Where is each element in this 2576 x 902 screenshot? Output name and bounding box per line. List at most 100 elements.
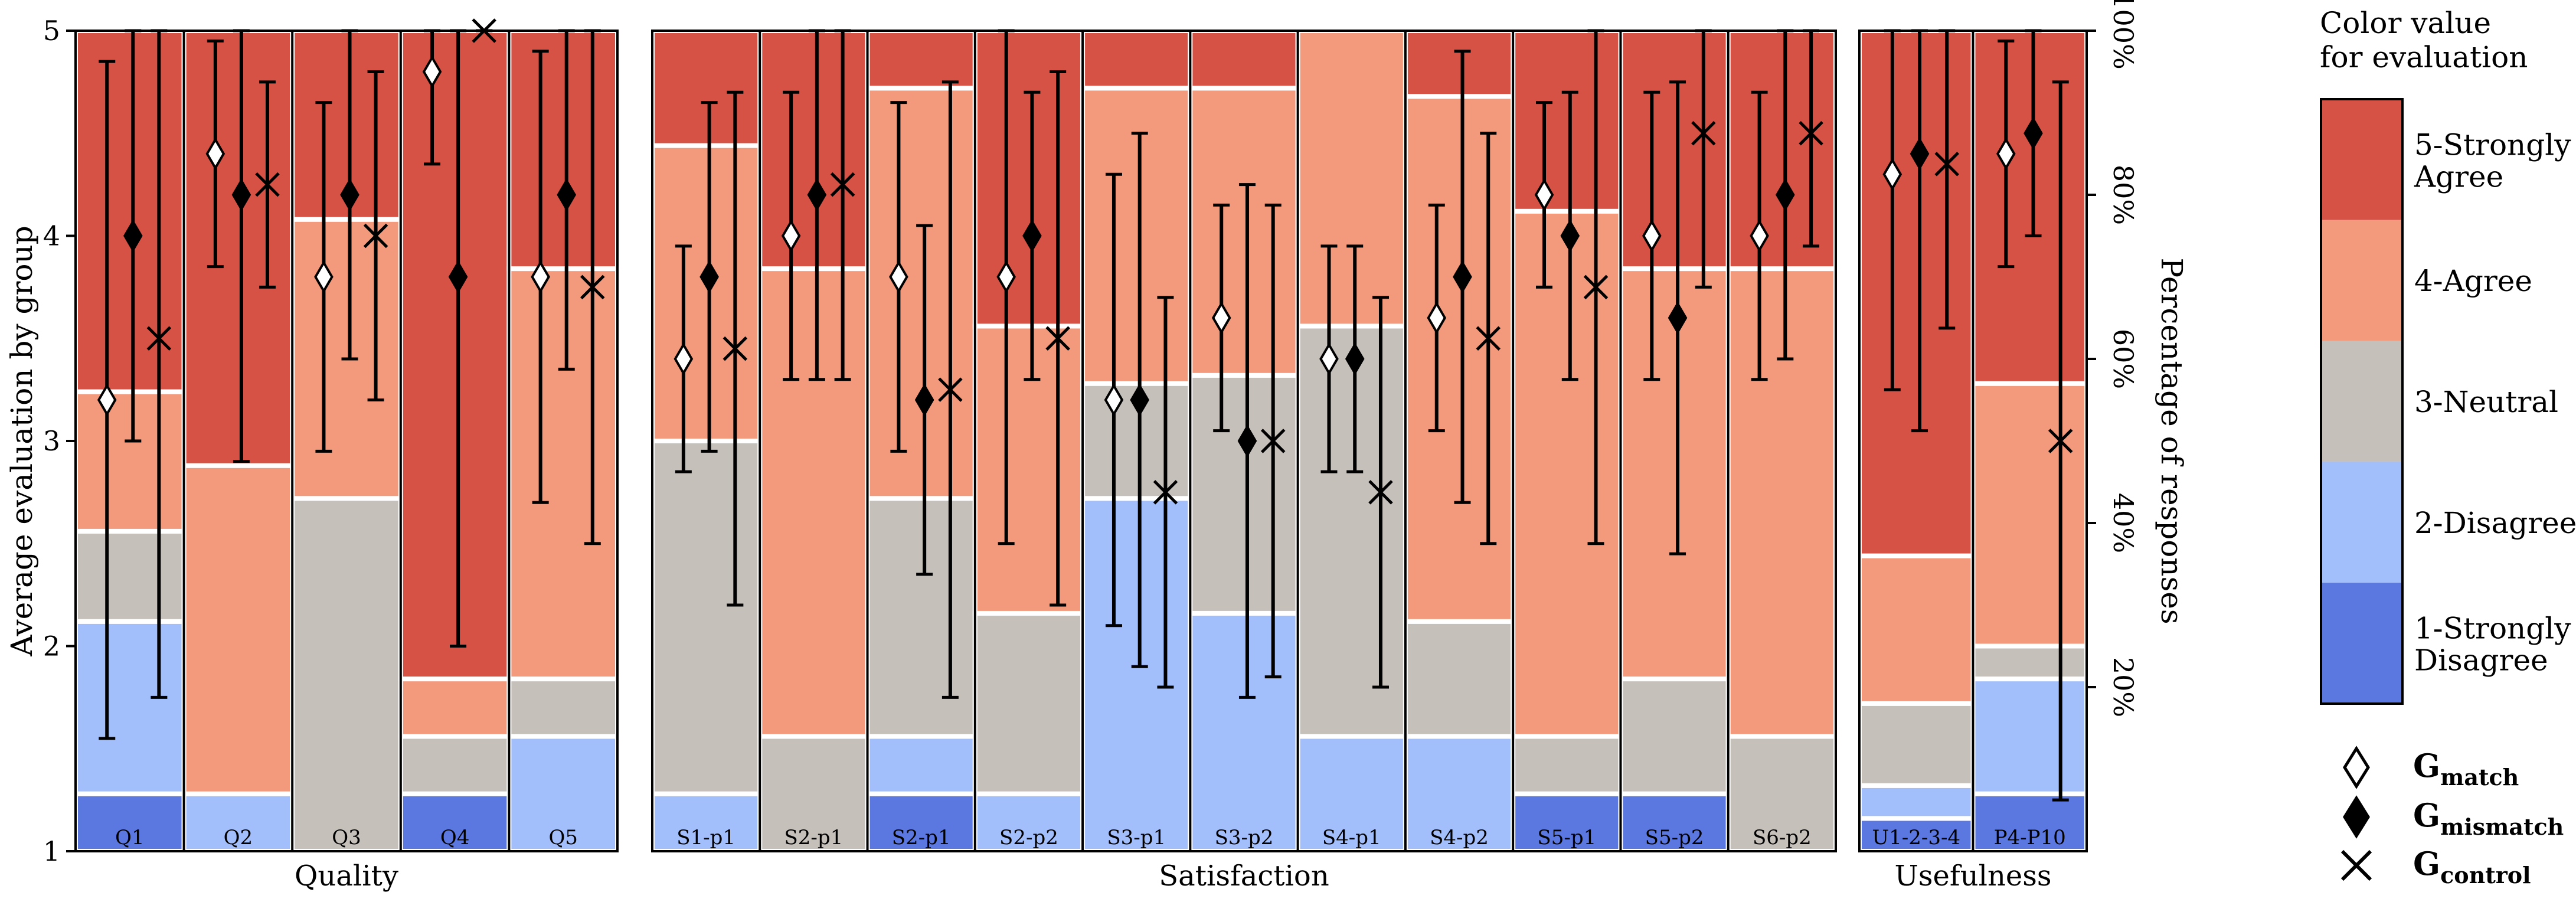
legend-label: Gmatch <box>2413 747 2519 790</box>
errorbar-mismatch <box>340 29 359 361</box>
colorbar-label: 3-Neutral <box>2414 385 2558 419</box>
bar-label: S2-p2 <box>999 826 1058 849</box>
bar-label: Q2 <box>224 826 253 849</box>
match-marker <box>1104 383 1124 417</box>
control-marker <box>580 274 605 300</box>
errorbar-match <box>205 39 225 269</box>
colorbar-label: 4-Agree <box>2414 264 2532 298</box>
legend-label: Gcontrol <box>2413 845 2531 888</box>
bar-s4-p2: S4-p2 <box>1403 28 1516 854</box>
mismatch-marker <box>123 219 143 253</box>
bar-segment-level-3 <box>1295 323 1408 739</box>
y-tick-label: 2 <box>43 630 60 662</box>
y2-tick-label: 100% <box>2107 0 2139 70</box>
y2-tick-label: 80% <box>2107 165 2139 225</box>
control-marker <box>1153 480 1178 505</box>
y-axis-label-left: Average evaluation by group <box>5 226 39 656</box>
mismatch-marker <box>1668 301 1688 335</box>
colorbar-label-line2: Agree <box>2414 159 2503 194</box>
bar-segment-level-4 <box>1511 208 1623 739</box>
bar-segment-level-4 <box>865 86 978 501</box>
bar-segment-level-2 <box>1080 496 1193 854</box>
errorbar-mismatch <box>1237 183 1257 699</box>
control-marker <box>2048 429 2073 453</box>
colorbar-swatch-level-1 <box>2321 583 2402 704</box>
mismatch-marker <box>1237 424 1257 457</box>
y2-tick-label: 40% <box>2107 493 2139 553</box>
bar-s6-p2: S6-p2 <box>1725 28 1839 854</box>
colorbar-swatch-level-4 <box>2321 220 2402 341</box>
bar-label: S1-p1 <box>676 826 735 849</box>
bar-segment-level-4 <box>73 389 187 534</box>
control-marker <box>830 172 855 197</box>
colorbar-swatch-level-5 <box>2321 99 2402 220</box>
bar-label: P4-P10 <box>1994 826 2066 849</box>
y-tick-label: 4 <box>43 220 60 252</box>
bar-segment-level-2 <box>1188 610 1300 854</box>
mismatch-marker <box>231 178 251 211</box>
control-marker <box>1934 152 1959 177</box>
errorbar-match <box>97 60 117 740</box>
bar-segment-level-3 <box>972 610 1086 796</box>
bar-segment-level-5 <box>1725 28 1839 272</box>
mismatch-marker <box>699 260 719 293</box>
errorbar-match <box>1211 203 1231 433</box>
control-marker <box>255 172 280 197</box>
bar-segment-level-2 <box>1970 676 2089 796</box>
group-label: Quality <box>295 859 398 893</box>
bar-label: S5-p2 <box>1645 826 1704 849</box>
mismatch-marker <box>1776 178 1795 211</box>
control-marker <box>1691 120 1716 146</box>
bar-segment-level-3 <box>865 496 978 739</box>
x-marker-icon <box>2340 849 2372 881</box>
legend-entry-control: Gcontrol <box>2340 845 2531 888</box>
bar-segment-level-3 <box>1403 619 1516 739</box>
bar-segment-level-4 <box>1857 553 1976 706</box>
chart-axes: 1 2 3 4 5 Average evaluation by group 20% 40% 60… <box>5 0 2189 867</box>
colorbar-label: 1-Strongly <box>2414 612 2571 646</box>
errorbar-match <box>1642 90 1662 381</box>
bar-segment-level-4 <box>506 266 620 682</box>
panel-quality: Q1 Q2 Q3 Q4 Q5 Quality <box>73 18 620 893</box>
mismatch-marker <box>914 383 934 417</box>
errorbar-match <box>1750 90 1769 381</box>
control-marker <box>723 336 748 361</box>
errorbar-control <box>363 70 388 401</box>
control-marker <box>1476 326 1501 351</box>
mismatch-marker <box>2023 116 2043 150</box>
bar-s3-p1: S3-p1 <box>1080 28 1193 854</box>
errorbar-control <box>1476 132 1501 545</box>
colorbar-label: 2-Disagree <box>2414 506 2576 540</box>
bar-s2-p2: S2-p2 <box>972 28 1086 854</box>
mismatch-marker <box>807 178 827 211</box>
bar-label: S3-p1 <box>1107 826 1166 849</box>
bar-s2-p1: S2-p1 <box>757 28 870 854</box>
match-marker <box>674 342 694 375</box>
control-marker <box>1583 274 1609 300</box>
group-label: Satisfaction <box>1159 859 1329 893</box>
errorbar-mismatch <box>1345 244 1365 473</box>
match-marker <box>1211 301 1231 335</box>
errorbar-control <box>1153 296 1178 689</box>
bar-segment-level-4 <box>1188 86 1300 378</box>
bar-s4-p1: S4-p1 <box>1295 28 1408 854</box>
bar-segment-level-4 <box>1403 94 1516 624</box>
bar-q2: Q2 <box>181 28 295 854</box>
errorbar-match <box>314 101 334 453</box>
bar-segment-level-5 <box>1511 28 1623 214</box>
errorbar-match <box>531 50 550 504</box>
errorbar-match <box>674 244 694 473</box>
errorbar-mismatch <box>1910 29 1930 433</box>
bar-p4-p10: P4-P10 <box>1970 28 2089 854</box>
mismatch-marker <box>1910 137 1930 171</box>
bar-segment-level-4 <box>1970 381 2089 649</box>
colorbar-swatch-level-2 <box>2321 462 2402 583</box>
match-marker <box>889 260 908 293</box>
errorbar-mismatch <box>1560 90 1580 381</box>
bar-segment-level-4 <box>1295 28 1408 329</box>
y2-tick-label: 60% <box>2107 329 2139 389</box>
bar-s1-p1: S1-p1 <box>650 28 763 854</box>
bar-segment-level-5 <box>650 28 763 148</box>
errorbar-control <box>1045 70 1070 607</box>
